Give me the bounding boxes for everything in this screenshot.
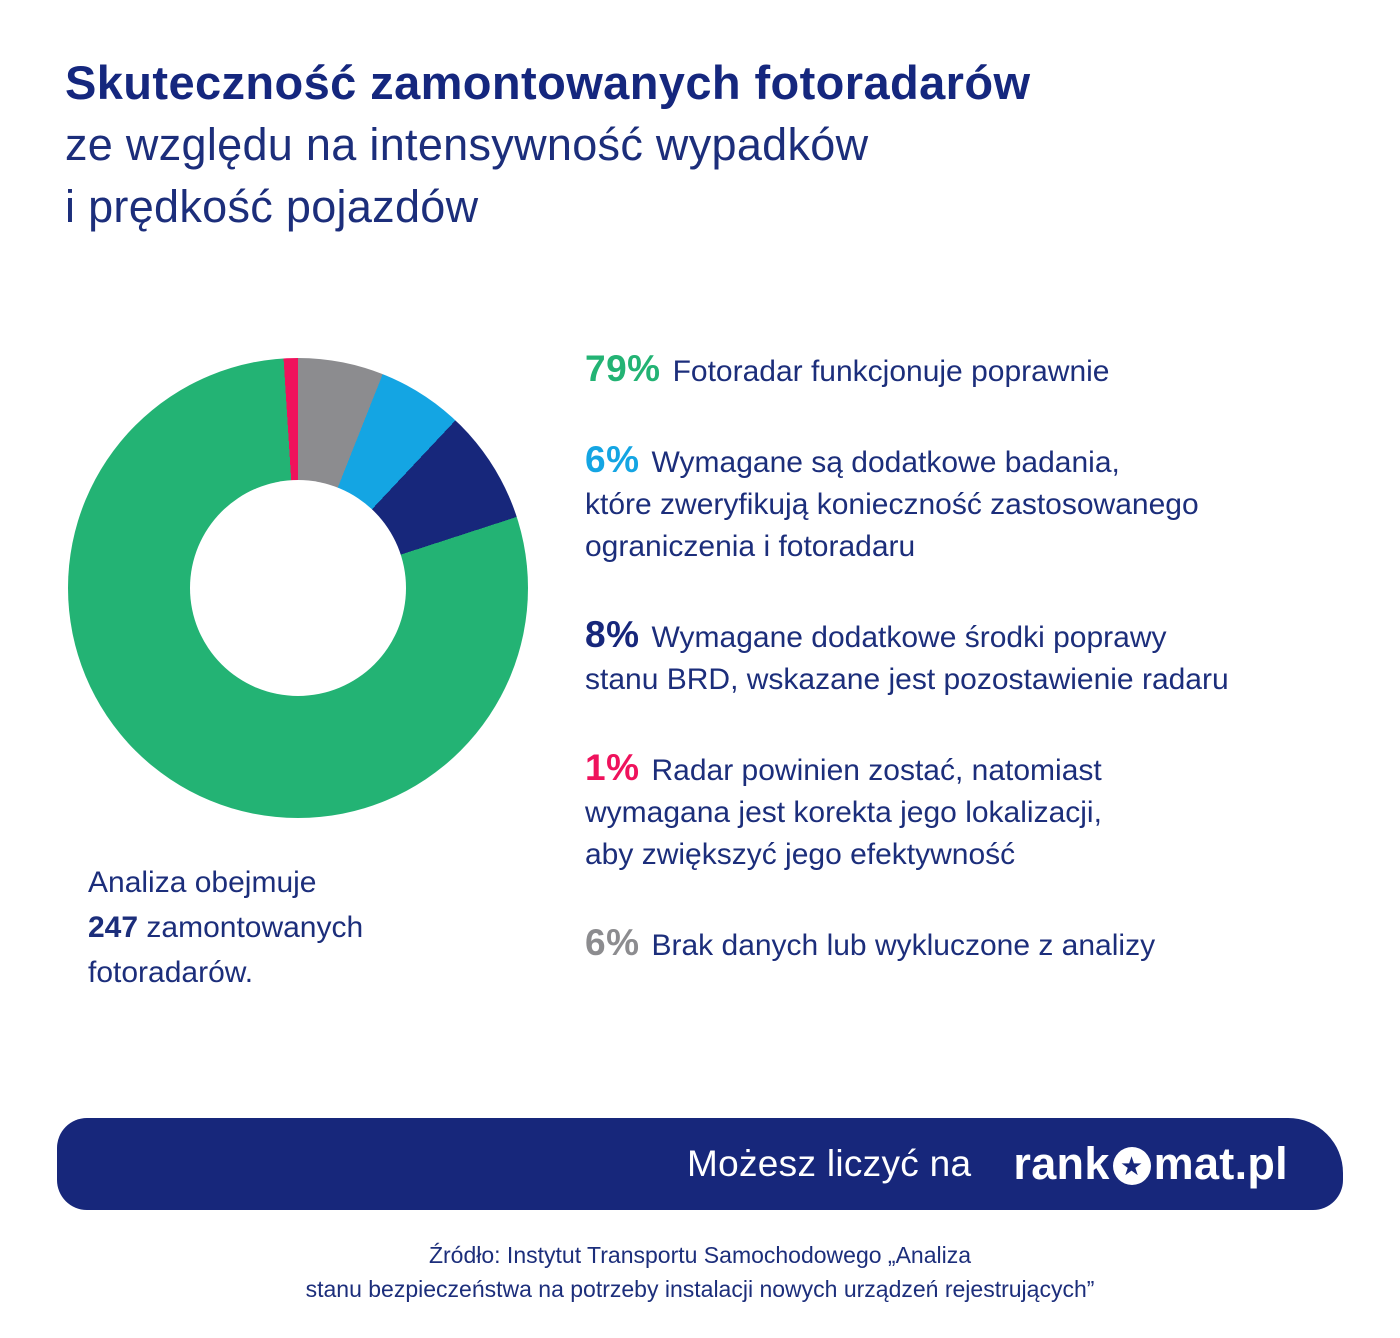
footer-slogan: Możesz liczyć na	[686, 1143, 972, 1184]
legend-label: Wymagane są dodatkowe badania, które zwe…	[585, 446, 1199, 563]
page-subtitle-line-1: ze względu na intensywność wypadków	[65, 119, 869, 170]
star-circle-icon: ★	[1112, 1147, 1151, 1185]
legend-label: Wymagane dodatkowe środki poprawy stanu …	[585, 621, 1229, 696]
legend-percent: 6%	[585, 922, 640, 963]
source-label: Źródło:	[428, 1242, 501, 1268]
donut-hole	[190, 480, 406, 696]
chart-note-line-3: fotoradarów.	[88, 956, 254, 989]
source-note: Źródło: Instytut Transportu Samochodoweg…	[0, 1238, 1400, 1306]
legend-item-green: 79% Fotoradar funkcjonuje poprawnie	[585, 348, 1360, 393]
legend-percent: 79%	[585, 348, 661, 389]
legend-label: Brak danych lub wykluczone z analizy	[651, 929, 1156, 962]
chart-note: Analiza obejmuje 247 zamontowanych fotor…	[88, 860, 538, 995]
legend-item-gray: 6% Brak danych lub wykluczone z analizy	[585, 922, 1360, 967]
source-line-1: Źródło: Instytut Transportu Samochodoweg…	[428, 1242, 972, 1268]
legend-item-pink: 1% Radar powinien zostać, natomiast wymag…	[585, 747, 1360, 876]
radar-count: 247	[88, 911, 139, 944]
page-title: Skuteczność zamontowanych fotoradarów	[65, 56, 1031, 109]
donut-chart	[68, 358, 528, 818]
page-subtitle-line-2: i prędkość pojazdów	[65, 181, 479, 232]
legend-percent: 8%	[585, 614, 640, 655]
legend: 79% Fotoradar funkcjonuje poprawnie 6% Wym…	[585, 348, 1360, 967]
chart-note-line-2: 247 zamontowanych	[88, 911, 364, 944]
legend-label: Fotoradar funkcjonuje poprawnie	[672, 355, 1110, 388]
chart-note-line-1: Analiza obejmuje	[88, 866, 317, 899]
header: Skuteczność zamontowanych fotoradarów ze…	[65, 52, 1345, 238]
legend-percent: 1%	[585, 747, 640, 788]
footer-brand-bar: Możesz liczyć na rank ★ mat.pl	[57, 1118, 1343, 1210]
star-icon: ★	[1119, 1151, 1144, 1181]
source-line-2: stanu bezpieczeństwa na potrzeby instala…	[305, 1276, 1095, 1302]
rankomat-logo: rank ★ mat.pl	[1013, 1138, 1288, 1190]
legend-percent: 6%	[585, 439, 640, 480]
logo-text-suffix: mat.pl	[1153, 1138, 1288, 1189]
logo-text-prefix: rank	[1013, 1138, 1110, 1189]
legend-item-navy: 8% Wymagane dodatkowe środki poprawy stan…	[585, 614, 1360, 701]
legend-item-lightblue: 6% Wymagane są dodatkowe badania, które z…	[585, 439, 1360, 568]
legend-label: Radar powinien zostać, natomiast wymagan…	[585, 754, 1102, 871]
chart-section: Analiza obejmuje 247 zamontowanych fotor…	[68, 358, 538, 995]
